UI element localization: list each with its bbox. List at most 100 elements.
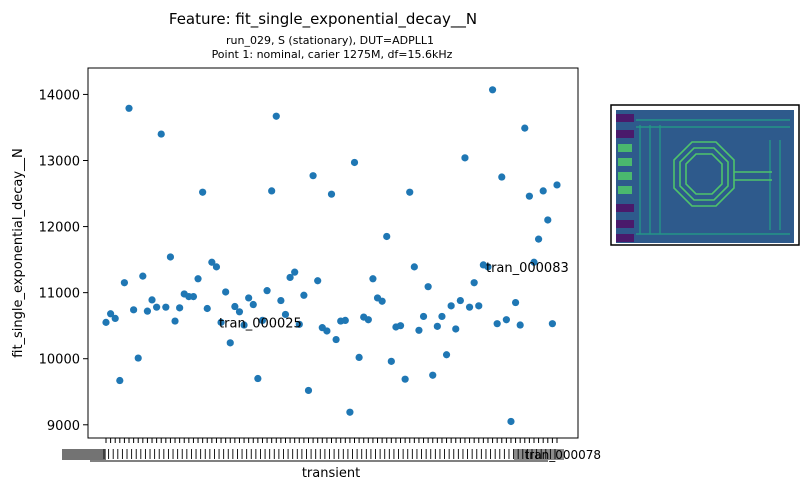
data-point (465, 303, 474, 311)
x-tick-label-overlap (514, 449, 564, 460)
plot-area-frame (87, 67, 579, 439)
data-point (438, 312, 446, 321)
data-point (493, 320, 501, 328)
thumbnail-pad-column (618, 144, 632, 194)
x-axis-label: transient (302, 466, 360, 481)
data-point (258, 316, 267, 324)
y-tick-label: 9000 (47, 419, 80, 434)
thumbnail-pads (616, 114, 634, 242)
data-point (406, 188, 414, 196)
data-point (350, 158, 359, 167)
data-point (401, 375, 409, 383)
data-point (134, 354, 142, 362)
data-point (452, 325, 460, 333)
y-tick-label: 12000 (39, 221, 80, 236)
data-point (102, 318, 110, 326)
data-point (157, 130, 165, 138)
data-point (387, 357, 395, 365)
data-point (300, 291, 308, 299)
y-tick-label: 13000 (39, 155, 80, 170)
data-point (263, 287, 271, 295)
data-point (442, 351, 451, 359)
data-point (341, 316, 349, 324)
data-point (107, 310, 115, 318)
data-point (456, 296, 464, 305)
thumbnail-background (616, 110, 794, 243)
data-point (130, 306, 138, 314)
data-point (378, 297, 386, 305)
data-point (291, 268, 299, 276)
data-point (111, 314, 119, 323)
data-point (286, 273, 294, 282)
data-point (415, 326, 423, 334)
data-point (511, 298, 520, 307)
data-point (295, 320, 303, 328)
data-point (139, 272, 147, 280)
data-point (498, 173, 506, 181)
data-point (525, 192, 533, 200)
data-point (475, 302, 483, 310)
data-point (245, 294, 253, 302)
data-point (217, 318, 225, 326)
data-point (323, 327, 331, 335)
data-point (148, 296, 156, 304)
y-tick-label: 10000 (39, 353, 80, 368)
data-point (235, 308, 244, 316)
chart-subtitle-line-2: Point 1: nominal, carier 1275M, df=15.6k… (212, 48, 453, 61)
chart-subtitle-line-1: run_029, S (stationary), DUT=ADPLL1 (226, 34, 434, 47)
x-tick-label-overlap (62, 449, 106, 460)
point-annotation: tran_000025 (219, 316, 302, 331)
data-point (199, 188, 207, 196)
data-point (488, 86, 497, 94)
data-point (429, 371, 437, 379)
y-tick-label: 11000 (39, 287, 80, 302)
data-point (410, 263, 418, 271)
chart-title: Feature: fit_single_exponential_decay__N (169, 10, 477, 29)
data-point (194, 275, 202, 283)
data-point (212, 263, 221, 271)
data-point (484, 263, 492, 271)
data-point (470, 279, 478, 287)
data-point (364, 316, 372, 324)
data-point (304, 386, 313, 395)
data-point (249, 300, 257, 309)
data-point (125, 104, 133, 112)
data-point (314, 277, 322, 285)
data-point (162, 303, 170, 311)
data-point (433, 322, 441, 330)
chip-layout-thumbnail (610, 104, 800, 246)
point-annotation: tran_000083 (486, 261, 569, 276)
y-axis: 9000 10000 11000 12000 13000 14000 (39, 88, 88, 434)
data-point (383, 232, 391, 241)
data-point (355, 353, 363, 361)
data-point (447, 302, 455, 310)
data-point (461, 154, 469, 162)
data-point (153, 303, 161, 311)
data-point (254, 374, 262, 383)
data-point (530, 258, 538, 266)
data-point (539, 187, 547, 195)
data-point (240, 321, 248, 329)
data-point (553, 181, 561, 189)
thumbnail-pattern (636, 119, 790, 235)
data-point (548, 320, 556, 328)
data-point (277, 296, 285, 305)
data-point (171, 317, 179, 325)
y-tick-label: 14000 (39, 88, 80, 103)
data-point (268, 187, 276, 195)
data-point (309, 172, 317, 180)
y-axis-label: fit_single_exponential_decay__N (11, 148, 26, 358)
data-point (176, 304, 184, 312)
data-point (332, 335, 340, 344)
data-point (189, 293, 198, 301)
data-point (116, 376, 124, 385)
scatter-points (102, 86, 561, 426)
data-point (166, 253, 175, 261)
data-point (272, 112, 280, 120)
data-point (516, 321, 524, 329)
data-point (424, 283, 432, 291)
point-annotations: tran_000025 tran_000083 (219, 261, 569, 332)
data-point (419, 312, 428, 321)
data-point (369, 275, 377, 283)
